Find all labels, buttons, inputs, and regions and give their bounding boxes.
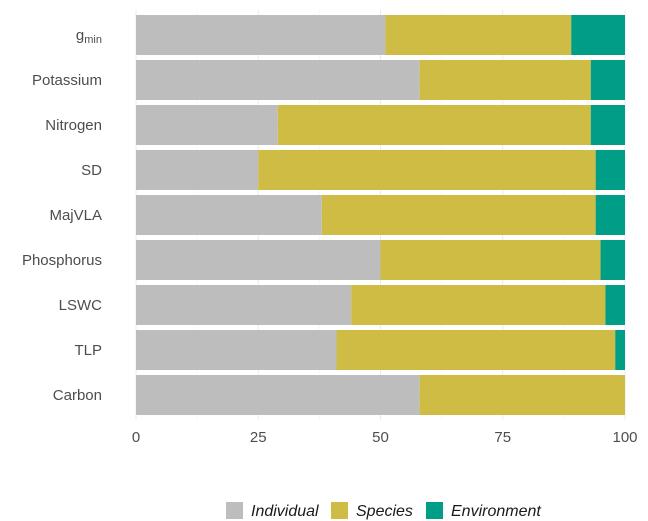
y-tick-label: TLP bbox=[74, 342, 102, 359]
legend-label-individual: Individual bbox=[251, 503, 319, 520]
bar-species-6 bbox=[351, 285, 606, 325]
bar-species-3 bbox=[258, 150, 596, 190]
y-axis-labels: gmin Potassium Nitrogen SD MajVLA Phosphorus L… bbox=[22, 27, 102, 404]
bar-environment-6 bbox=[605, 285, 625, 325]
bar-species-8 bbox=[419, 375, 625, 415]
bar-environment-1 bbox=[590, 60, 625, 100]
bar-environment-3 bbox=[595, 150, 625, 190]
y-tick-label: Nitrogen bbox=[45, 117, 102, 134]
y-tick-label: Carbon bbox=[53, 387, 102, 404]
y-tick-label: Potassium bbox=[32, 72, 102, 89]
bar-individual-4 bbox=[136, 195, 322, 235]
legend-label-environment: Environment bbox=[451, 503, 541, 520]
x-tick-label: 0 bbox=[132, 429, 140, 446]
y-tick-label: Phosphorus bbox=[22, 252, 102, 269]
bar-environment-4 bbox=[595, 195, 625, 235]
bar-individual-2 bbox=[136, 105, 278, 145]
bar-individual-5 bbox=[136, 240, 381, 280]
bar-individual-7 bbox=[136, 330, 337, 370]
bar-environment-0 bbox=[571, 15, 625, 55]
bar-individual-0 bbox=[136, 15, 386, 55]
x-tick-label: 100 bbox=[612, 429, 637, 446]
x-tick-label: 75 bbox=[494, 429, 511, 446]
bar-environment-7 bbox=[615, 330, 625, 370]
bar-species-0 bbox=[385, 15, 572, 55]
y-tick-label: LSWC bbox=[59, 297, 103, 314]
bar-species-2 bbox=[277, 105, 591, 145]
bar-species-5 bbox=[380, 240, 601, 280]
bar-species-1 bbox=[419, 60, 591, 100]
bar-species-7 bbox=[336, 330, 616, 370]
bar-individual-8 bbox=[136, 375, 420, 415]
bar-individual-1 bbox=[136, 60, 420, 100]
legend-label-species: Species bbox=[356, 503, 413, 520]
y-tick-label: SD bbox=[81, 162, 102, 179]
bar-species-4 bbox=[321, 195, 596, 235]
legend: Individual Species Environment bbox=[226, 502, 541, 520]
x-axis-labels: 0 25 50 75 100 bbox=[132, 429, 638, 446]
legend-key-environment bbox=[426, 502, 443, 519]
x-tick-label: 25 bbox=[250, 429, 267, 446]
bar-individual-6 bbox=[136, 285, 352, 325]
y-tick-label: gmin bbox=[76, 27, 102, 46]
y-tick-label: MajVLA bbox=[49, 207, 102, 224]
bar-environment-2 bbox=[590, 105, 625, 145]
bars bbox=[136, 15, 625, 415]
bar-individual-3 bbox=[136, 150, 259, 190]
bar-environment-5 bbox=[600, 240, 625, 280]
legend-key-individual bbox=[226, 502, 243, 519]
x-tick-label: 50 bbox=[372, 429, 389, 446]
legend-key-species bbox=[331, 502, 348, 519]
